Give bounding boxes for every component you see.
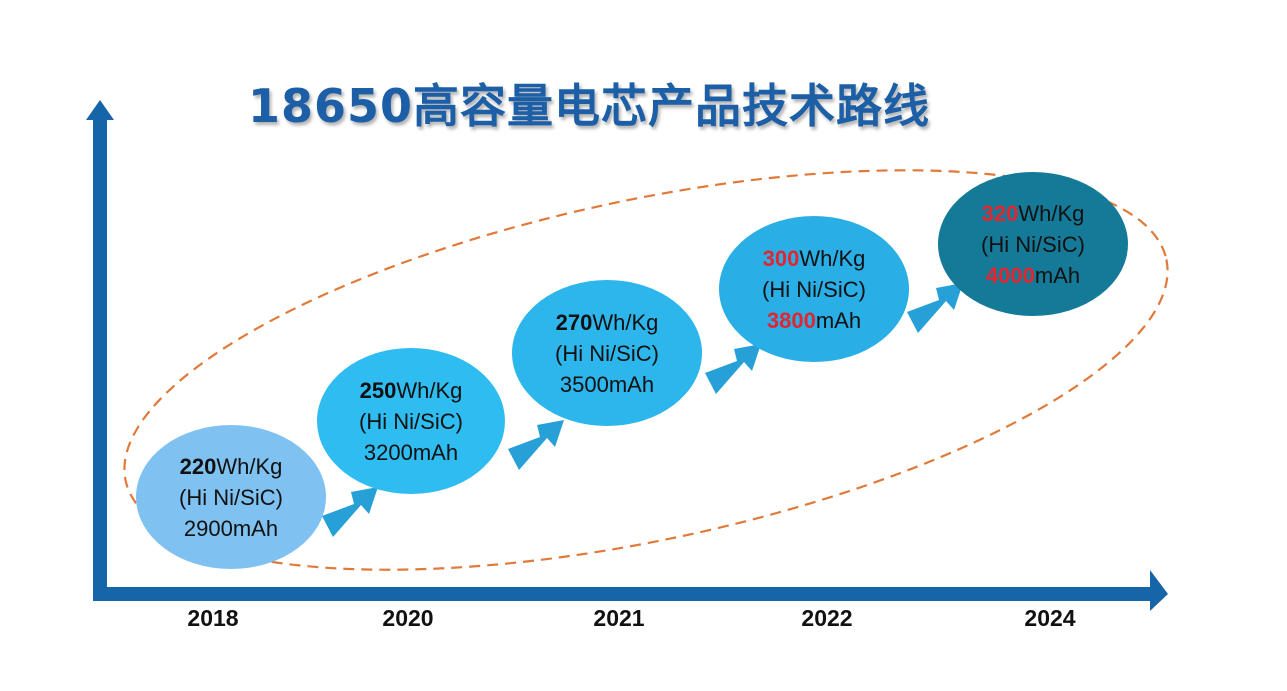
energy-unit: Wh/Kg [1018, 200, 1085, 226]
node-2021: 270Wh/Kg (Hi Ni/SiC) 3500mAh [512, 280, 702, 426]
year-label-2020: 2020 [382, 605, 434, 631]
step-arrow-3 [705, 344, 761, 394]
year-label-2021: 2021 [593, 605, 645, 631]
node-material: (Hi Ni/SiC) [359, 408, 463, 434]
page-title: 18650高容量电芯产品技术路线 [248, 79, 931, 133]
node-capacity: 2900mAh [184, 513, 278, 544]
node-2024: 320Wh/Kg (Hi Ni/SiC) 4000mAh [938, 172, 1128, 316]
energy-unit: Wh/Kg [216, 453, 283, 479]
node-capacity: 4000mAh [986, 260, 1080, 291]
node-capacity: 3800mAh [767, 305, 861, 336]
step-arrow-1 [322, 487, 378, 537]
capacity-red: 3800 [766, 307, 816, 333]
year-label-2024: 2024 [1024, 605, 1076, 631]
node-material: (Hi Ni/SiC) [981, 231, 1085, 257]
node-energy: 220Wh/Kg [180, 451, 283, 482]
roadmap-dashed-ellipse [123, 169, 1169, 571]
energy-value: 300 [762, 245, 800, 271]
energy-value: 270 [555, 309, 593, 335]
x-axis [93, 587, 1153, 601]
node-capacity: 3200mAh [364, 437, 458, 468]
node-capacity: 3500mAh [560, 369, 654, 400]
node-2018: 220Wh/Kg (Hi Ni/SiC) 2900mAh [136, 425, 326, 569]
capacity-red: 4000 [985, 262, 1035, 288]
node-2020: 250Wh/Kg (Hi Ni/SiC) 3200mAh [317, 348, 505, 494]
energy-unit: Wh/Kg [592, 309, 659, 335]
node-circle-2024 [938, 172, 1128, 316]
year-label-2018: 2018 [187, 605, 239, 631]
capacity-rest: 3200mAh [363, 439, 459, 465]
energy-unit: Wh/Kg [799, 245, 866, 271]
node-energy: 250Wh/Kg [360, 375, 463, 406]
node-circle-2022 [719, 216, 909, 362]
step-arrows [322, 283, 963, 537]
energy-value: 320 [981, 200, 1019, 226]
capacity-rest: 2900mAh [183, 515, 279, 541]
node-energy: 300Wh/Kg [763, 243, 866, 274]
node-circle-2020 [317, 348, 505, 494]
node-material: (Hi Ni/SiC) [179, 484, 283, 510]
year-label-2022: 2022 [801, 605, 853, 631]
energy-value: 250 [359, 377, 397, 403]
capacity-rest: mAh [1034, 262, 1081, 288]
y-axis [93, 118, 107, 601]
node-energy: 320Wh/Kg [982, 198, 1085, 229]
node-circle-2021 [512, 280, 702, 426]
energy-value: 220 [179, 453, 217, 479]
capacity-rest: 3500mAh [559, 371, 655, 397]
x-axis-arrowhead [1150, 570, 1168, 611]
node-2022: 300Wh/Kg (Hi Ni/SiC) 3800mAh [719, 216, 909, 362]
capacity-rest: mAh [815, 307, 862, 333]
y-axis-arrowhead [86, 100, 114, 120]
node-material: (Hi Ni/SiC) [762, 276, 866, 302]
node-material: (Hi Ni/SiC) [555, 340, 659, 366]
node-energy: 270Wh/Kg [556, 307, 659, 338]
step-arrow-4 [907, 283, 963, 333]
energy-unit: Wh/Kg [396, 377, 463, 403]
node-circle-2018 [136, 425, 326, 569]
step-arrow-2 [508, 420, 564, 470]
